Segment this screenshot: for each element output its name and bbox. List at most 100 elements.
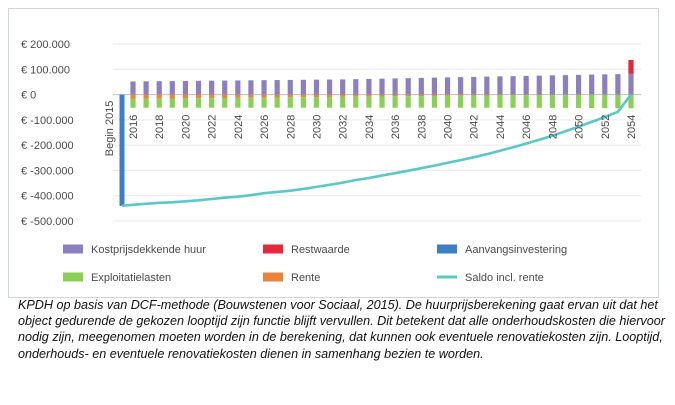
bar-rente <box>287 94 293 98</box>
bar-exploitatielasten <box>497 95 503 108</box>
bar-kostprijsdekkende-huur <box>287 79 293 95</box>
bar-exploitatielasten <box>431 95 438 108</box>
bar-rente <box>235 94 241 98</box>
bar-rente <box>209 94 215 99</box>
bar-kostprijsdekkende-huur <box>497 76 503 95</box>
bar-kostprijsdekkende-huur <box>484 76 490 95</box>
bar-exploitatielasten <box>235 97 241 108</box>
legend-swatch <box>63 272 83 282</box>
bar-rente <box>497 94 503 96</box>
bar-exploitatielasten <box>222 97 228 108</box>
bar-kostprijsdekkende-huur <box>366 78 372 95</box>
bar-exploitatielasten <box>392 96 398 108</box>
bar-kostprijsdekkende-huur <box>209 80 215 95</box>
bar-exploitatielasten <box>287 97 293 108</box>
bar-kostprijsdekkende-huur <box>575 74 582 95</box>
bar-exploitatielasten <box>549 94 555 108</box>
bar-kostprijsdekkende-huur <box>248 80 254 95</box>
y-tick-label: € -400.000 <box>21 191 74 203</box>
bar-exploitatielasten <box>444 95 451 108</box>
dcf-chart: € 200.000 € 100.000 € 0 € -100.000 € -200.00… <box>21 39 641 284</box>
bar-exploitatielasten <box>484 95 490 108</box>
bar-kostprijsdekkende-huur <box>510 76 516 95</box>
bar-exploitatielasten <box>261 97 267 108</box>
y-tick-label: € -200.000 <box>21 140 74 152</box>
bar-exploitatielasten <box>615 94 621 109</box>
bar-rente <box>248 94 254 98</box>
bar-exploitatielasten <box>300 97 306 108</box>
bar-exploitatielasten <box>628 94 634 109</box>
legend-swatch <box>437 244 457 254</box>
legend-label: Kostprijsdekkende huur <box>91 244 206 256</box>
x-tick-label: 2030 <box>311 115 323 139</box>
bar-rente <box>366 94 372 97</box>
bar-rente <box>444 94 451 96</box>
bar-exploitatielasten <box>562 94 569 108</box>
bar-rente <box>353 94 359 97</box>
bar-rente <box>169 94 175 99</box>
bar-kostprijsdekkende-huur <box>444 77 451 95</box>
x-tick-label: 2016 <box>128 115 140 139</box>
bar-rente <box>274 94 280 98</box>
bar-rente <box>471 94 477 96</box>
bar-exploitatielasten <box>471 95 477 108</box>
legend-label: Rente <box>291 272 320 284</box>
bar-rente <box>418 94 424 97</box>
bar-rente <box>156 94 162 99</box>
bar-rente <box>261 94 267 98</box>
bar-rente <box>405 94 411 97</box>
bar-exploitatielasten <box>536 95 542 108</box>
x-tick-label: 2040 <box>443 115 455 139</box>
x-tick-label: 2032 <box>338 115 350 139</box>
bar-rente <box>182 94 189 99</box>
x-tick-label: 2026 <box>259 115 271 139</box>
bar-exploitatielasten <box>195 98 202 108</box>
x-tick-label: 2038 <box>416 115 428 139</box>
x-tick-label: 2022 <box>207 115 219 139</box>
bar-exploitatielasten <box>523 95 529 108</box>
bar-exploitatielasten <box>602 94 608 109</box>
bar-kostprijsdekkende-huur <box>549 75 555 95</box>
x-tick-label: 2024 <box>233 115 245 139</box>
bar-exploitatielasten <box>156 98 162 108</box>
chart-frame: € 200.000 € 100.000 € 0 € -100.000 € -200.00… <box>8 8 659 298</box>
bar-exploitatielasten <box>274 97 280 108</box>
y-tick-label: € 100.000 <box>21 64 70 76</box>
bar-rente <box>484 94 490 96</box>
bar-rente <box>340 94 346 97</box>
bar-kostprijsdekkende-huur <box>405 78 411 95</box>
x-tick-label: 2044 <box>495 115 507 139</box>
x-tick-label: 2020 <box>180 115 192 139</box>
bar-kostprijsdekkende-huur <box>615 74 621 95</box>
x-tick-label: 2050 <box>574 115 586 139</box>
bar-kostprijsdekkende-huur <box>261 80 267 95</box>
bar-exploitatielasten <box>405 96 411 108</box>
bar-rente <box>130 94 136 99</box>
x-tick-label: 2046 <box>521 115 533 139</box>
bar-exploitatielasten <box>510 95 516 108</box>
bar-kostprijsdekkende-huur <box>392 78 398 95</box>
bar-exploitatielasten <box>353 96 359 108</box>
bar-kostprijsdekkende-huur <box>195 80 202 95</box>
bar-exploitatielasten <box>589 94 595 108</box>
bar-kostprijsdekkende-huur <box>222 80 228 95</box>
y-tick-label: € -300.000 <box>21 165 74 177</box>
bar-kostprijsdekkende-huur <box>523 75 529 95</box>
bar-kostprijsdekkende-huur <box>313 79 320 95</box>
bar-rente <box>392 94 398 97</box>
x-tick-label: 2036 <box>390 115 402 139</box>
chart-caption: KPDH op basis van DCF-methode (Bouwstene… <box>18 298 665 361</box>
bar-exploitatielasten <box>418 96 424 108</box>
bar-exploitatielasten <box>182 98 189 108</box>
legend-label: Saldo incl. rente <box>465 272 544 284</box>
bar-kostprijsdekkende-huur <box>536 75 542 95</box>
bar-rente <box>510 94 516 96</box>
bar-rente <box>431 94 438 96</box>
bar-kostprijsdekkende-huur <box>143 81 149 95</box>
bar-kostprijsdekkende-huur <box>340 79 346 95</box>
bar-rente <box>195 94 202 99</box>
bar-kostprijsdekkende-huur <box>602 74 608 95</box>
bar-exploitatielasten <box>458 95 464 108</box>
bar-kostprijsdekkende-huur <box>628 73 634 95</box>
bar-kostprijsdekkende-huur <box>353 79 359 95</box>
